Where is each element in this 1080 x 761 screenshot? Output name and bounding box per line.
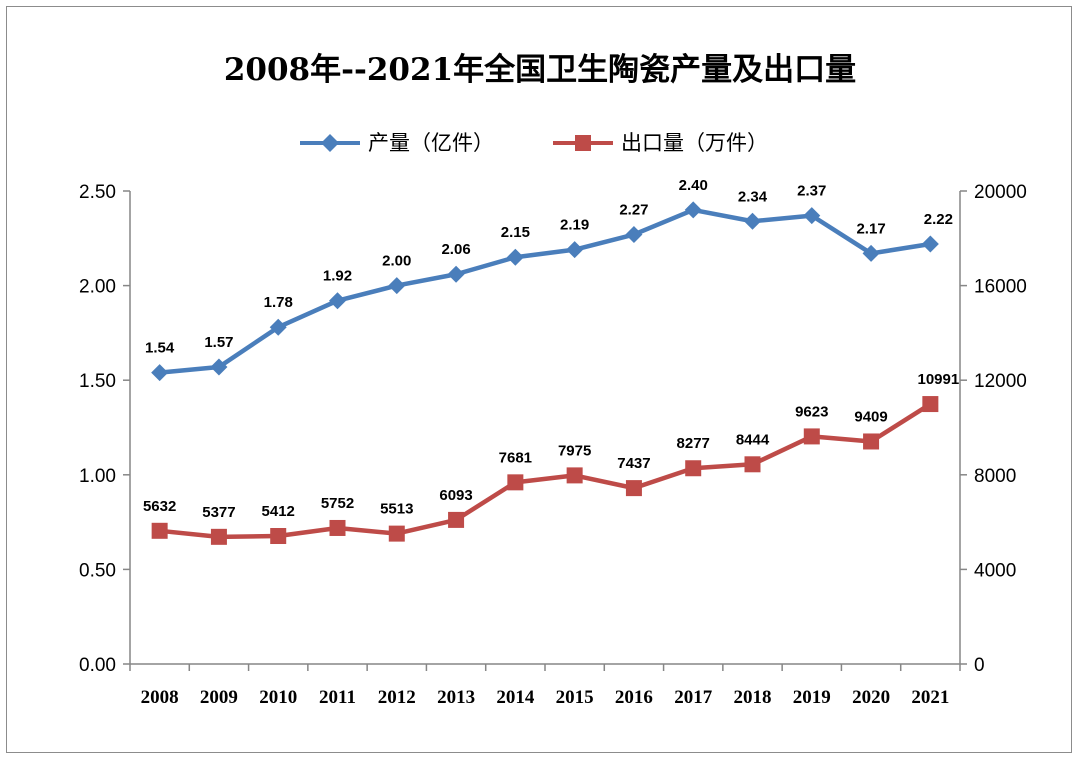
data-point [625, 480, 642, 497]
data-label: 2.06 [441, 241, 470, 258]
data-label: 1.57 [204, 334, 233, 351]
axes: 0.00 0.50 1.00 1.50 2.00 2.50 0 4000 8000 12000 16… [79, 182, 1027, 708]
x-tick-label: 2012 [378, 687, 416, 708]
data-label: 1.92 [323, 268, 352, 285]
chart-title: 2008年--2021年全国卫生陶瓷产量及出口量 [224, 52, 856, 88]
y-left-tick-label: 2.50 [79, 182, 116, 203]
y-right-tick-label: 4000 [974, 560, 1016, 581]
data-point [744, 212, 761, 230]
y-left-tick-label: 0.00 [79, 655, 116, 676]
y-right-tick-label: 0 [974, 655, 985, 676]
data-label: 2.19 [560, 217, 589, 234]
y-right-tick-label: 12000 [974, 371, 1027, 392]
y-left-tick-label: 1.00 [79, 466, 116, 487]
data-label: 5412 [262, 503, 295, 520]
x-tick-label: 2011 [319, 687, 356, 708]
data-point [210, 528, 227, 545]
data-point [685, 460, 702, 477]
data-point [506, 248, 524, 266]
data-label: 2.17 [856, 220, 885, 237]
data-point [447, 265, 465, 283]
data-label: 2.22 [924, 211, 953, 228]
chart-frame [6, 6, 1072, 753]
data-point [566, 467, 583, 484]
data-label: 9623 [795, 403, 828, 420]
plot-area: 1.54 1.57 1.78 1.92 2.00 2.06 2.15 2.19 2.27 2.40… [143, 177, 959, 545]
x-tick-label: 2015 [556, 687, 594, 708]
data-point [803, 207, 821, 225]
x-tick-label: 2013 [437, 687, 475, 708]
data-point [388, 525, 405, 542]
data-point [684, 201, 702, 219]
x-tick-label: 2020 [852, 687, 890, 708]
data-label: 1.78 [264, 294, 293, 311]
y-left-tick-label: 2.00 [79, 277, 116, 298]
legend-marker-production [321, 134, 339, 152]
data-point [507, 474, 524, 491]
data-label: 5752 [321, 495, 354, 512]
y-left-tick-label: 1.50 [79, 371, 116, 392]
x-tick-label: 2008 [141, 687, 179, 708]
y-right-tick-label: 20000 [974, 182, 1027, 203]
data-point [151, 522, 168, 539]
data-point [151, 364, 169, 382]
y-right-tick-label: 8000 [974, 466, 1016, 487]
data-point [269, 318, 287, 336]
x-tick-label: 2016 [615, 687, 653, 708]
data-point [625, 226, 643, 244]
series-production: 1.54 1.57 1.78 1.92 2.00 2.06 2.15 2.19 2.27 2.40… [145, 177, 953, 382]
series-line [159, 207, 931, 375]
data-label: 5632 [143, 498, 176, 515]
data-point [863, 433, 880, 450]
data-label: 9409 [854, 408, 887, 425]
data-label: 6093 [439, 487, 472, 504]
legend-label-production: 产量（亿件） [368, 131, 494, 155]
data-label: 1.54 [145, 340, 175, 357]
data-label: 2.34 [738, 188, 768, 205]
y-left-tick-label: 0.50 [79, 560, 116, 581]
data-point [862, 244, 880, 262]
x-tick-label: 2017 [674, 687, 713, 708]
data-label: 2.37 [797, 183, 826, 200]
data-label: 7681 [499, 449, 532, 466]
data-point [922, 396, 939, 413]
legend-label-export: 出口量（万件） [621, 131, 768, 155]
x-tick-label: 2014 [496, 687, 535, 708]
x-tick-label: 2010 [259, 687, 297, 708]
data-label: 5513 [380, 501, 413, 518]
data-label: 8444 [736, 431, 770, 448]
data-point [388, 277, 406, 295]
data-label: 2.27 [619, 202, 648, 219]
legend-item-production: 产量（亿件） [300, 131, 494, 155]
data-label: 2.00 [382, 253, 411, 270]
data-point [210, 358, 228, 376]
data-point [803, 428, 820, 445]
legend-marker-export [575, 135, 591, 151]
data-label: 8277 [677, 435, 710, 452]
x-tick-label: 2018 [734, 687, 772, 708]
series-export: 5632 5377 5412 5752 5513 6093 7681 7975 7437 8277… [143, 371, 959, 545]
x-tick-label: 2019 [793, 687, 831, 708]
data-label: 5377 [202, 504, 235, 521]
y-right-tick-label: 16000 [974, 277, 1027, 298]
data-point [566, 241, 584, 259]
data-point [448, 511, 465, 528]
data-label: 7975 [558, 442, 591, 459]
x-tick-label: 2009 [200, 687, 238, 708]
legend: 产量（亿件） 出口量（万件） [300, 131, 768, 155]
data-point [329, 292, 346, 310]
data-label: 2.40 [679, 177, 708, 194]
data-label: 2.15 [501, 224, 530, 241]
data-point [270, 528, 287, 545]
data-label: 10991 [917, 371, 959, 388]
series-line [159, 402, 932, 540]
legend-item-export: 出口量（万件） [553, 131, 768, 155]
data-point [329, 519, 346, 536]
x-tick-label: 2021 [911, 687, 949, 708]
data-label: 7437 [617, 455, 650, 472]
data-point [744, 456, 761, 473]
data-point [921, 235, 939, 253]
